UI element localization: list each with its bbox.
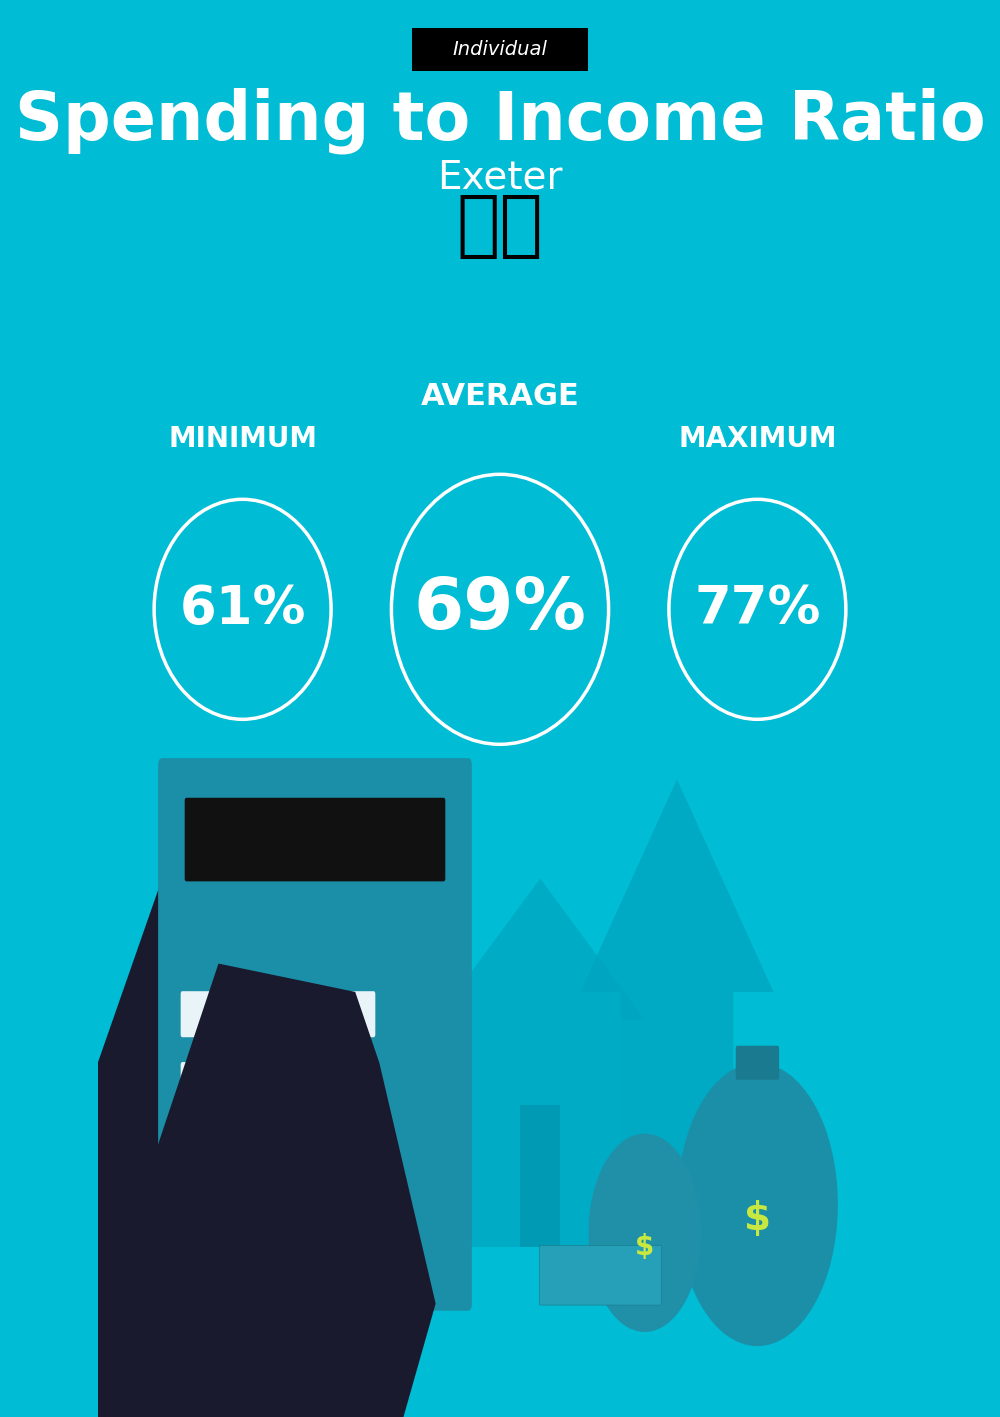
FancyBboxPatch shape [181, 992, 214, 1037]
FancyBboxPatch shape [301, 1204, 335, 1250]
FancyBboxPatch shape [342, 1204, 375, 1250]
Polygon shape [98, 879, 299, 1417]
FancyBboxPatch shape [221, 1134, 255, 1179]
FancyBboxPatch shape [520, 1105, 560, 1247]
Text: 77%: 77% [694, 584, 821, 635]
Text: $: $ [744, 1200, 771, 1237]
Text: 🇬🇧: 🇬🇧 [457, 193, 543, 261]
FancyBboxPatch shape [301, 1063, 335, 1108]
Circle shape [677, 1063, 838, 1346]
FancyBboxPatch shape [158, 758, 472, 1311]
Text: 61%: 61% [179, 584, 306, 635]
Polygon shape [299, 964, 444, 1247]
FancyBboxPatch shape [261, 1063, 295, 1108]
FancyBboxPatch shape [412, 28, 588, 71]
Text: Exeter: Exeter [437, 159, 563, 196]
FancyBboxPatch shape [261, 1204, 295, 1250]
Polygon shape [138, 964, 436, 1417]
FancyBboxPatch shape [181, 1204, 214, 1250]
Circle shape [588, 1134, 701, 1332]
Text: Individual: Individual [453, 40, 547, 60]
FancyBboxPatch shape [221, 992, 255, 1037]
FancyBboxPatch shape [342, 1063, 375, 1108]
Polygon shape [436, 879, 645, 1020]
Text: AVERAGE: AVERAGE [421, 383, 579, 411]
FancyBboxPatch shape [736, 1046, 779, 1080]
FancyBboxPatch shape [342, 992, 375, 1037]
Text: 69%: 69% [414, 575, 586, 643]
Polygon shape [460, 1020, 621, 1247]
FancyBboxPatch shape [301, 992, 335, 1037]
FancyBboxPatch shape [261, 1134, 295, 1179]
Text: MINIMUM: MINIMUM [168, 425, 317, 453]
Text: $: $ [635, 1233, 654, 1261]
FancyBboxPatch shape [221, 1063, 255, 1108]
FancyBboxPatch shape [221, 1204, 255, 1250]
Text: MAXIMUM: MAXIMUM [678, 425, 837, 453]
FancyBboxPatch shape [181, 1063, 214, 1108]
Text: Spending to Income Ratio: Spending to Income Ratio [15, 88, 985, 153]
FancyBboxPatch shape [301, 1134, 335, 1179]
FancyBboxPatch shape [342, 1134, 375, 1179]
FancyBboxPatch shape [539, 1246, 662, 1305]
FancyBboxPatch shape [261, 992, 295, 1037]
FancyBboxPatch shape [185, 798, 445, 881]
FancyBboxPatch shape [181, 1134, 214, 1179]
Polygon shape [580, 779, 773, 1275]
